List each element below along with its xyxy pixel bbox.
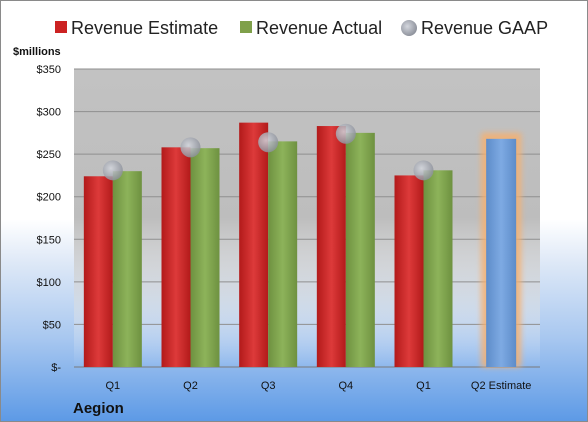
y-axis-ticks: $- $50 $100 $150 $200 $250 $300 $350: [37, 64, 62, 374]
marker-revenue-gaap: [258, 132, 279, 153]
marker-revenue-gaap: [335, 123, 356, 144]
x-tick-label: Q1: [105, 380, 120, 392]
bar-revenue-actual: [345, 132, 375, 367]
bar-revenue-estimate: [394, 175, 424, 367]
company-name: Aegion: [73, 400, 124, 417]
gridlines: [74, 68, 540, 368]
x-axis-ticks: Q1 Q2 Q3 Q4 Q1 Q2 Estimate: [105, 380, 531, 392]
legend-swatch-actual: [240, 21, 252, 33]
bar-revenue-actual: [112, 171, 142, 367]
marker-revenue-gaap: [102, 160, 123, 181]
y-tick-label: $100: [37, 277, 61, 289]
gaap-markers: [102, 123, 434, 181]
bar-revenue-estimate: [161, 147, 191, 367]
y-tick-label: $50: [43, 319, 61, 331]
unit-label: $millions: [13, 46, 61, 58]
marker-revenue-gaap: [413, 160, 434, 181]
legend-swatch-estimate: [55, 21, 67, 33]
x-tick-label: Q4: [338, 380, 353, 392]
bars: [83, 122, 522, 367]
bar-revenue-forecast: [486, 138, 517, 367]
legend-marker-gaap: [401, 20, 417, 36]
bar-revenue-actual: [268, 141, 298, 367]
legend-item-gaap: Revenue GAAP: [401, 18, 548, 38]
legend: Revenue Estimate Revenue Actual Revenue …: [55, 18, 548, 38]
marker-revenue-gaap: [180, 137, 201, 158]
y-tick-label: $350: [37, 64, 61, 76]
bar-revenue-actual: [190, 148, 220, 367]
legend-item-actual: Revenue Actual: [240, 18, 382, 38]
y-tick-label: $200: [37, 192, 61, 204]
legend-label-gaap: Revenue GAAP: [421, 18, 548, 38]
bar-revenue-estimate: [83, 176, 113, 367]
legend-item-estimate: Revenue Estimate: [55, 18, 218, 38]
y-tick-label: $-: [51, 362, 61, 374]
plot-area: [74, 69, 540, 367]
bar-revenue-estimate: [239, 122, 269, 367]
x-tick-label: Q3: [261, 380, 276, 392]
legend-label-actual: Revenue Actual: [256, 18, 382, 38]
y-tick-label: $150: [37, 234, 61, 246]
y-tick-label: $250: [37, 149, 61, 161]
legend-label-estimate: Revenue Estimate: [71, 18, 218, 38]
x-tick-label: Q1: [416, 380, 431, 392]
bar-revenue-estimate: [316, 126, 346, 367]
x-tick-label: Q2 Estimate: [471, 380, 532, 392]
y-tick-label: $300: [37, 107, 61, 119]
bar-revenue-actual: [423, 170, 453, 367]
x-tick-label: Q2: [183, 380, 198, 392]
